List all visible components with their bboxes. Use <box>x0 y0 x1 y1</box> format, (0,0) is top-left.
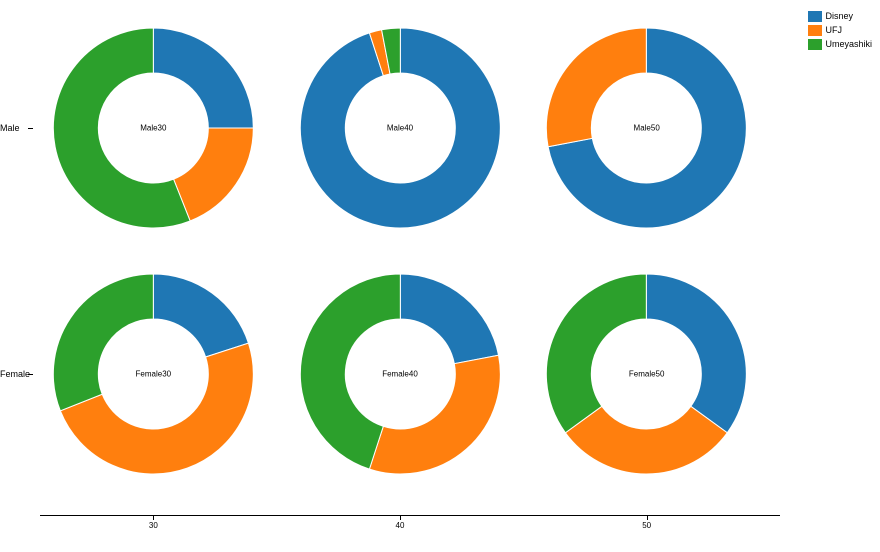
x-tick-label: 30 <box>149 521 158 530</box>
donut-slice-umeyashiki[interactable] <box>547 274 647 433</box>
donut-cell: Female30 <box>30 251 277 497</box>
legend-label: Disney <box>825 10 853 22</box>
donut-cell: Female50 <box>523 251 770 497</box>
donut-slice-ufj[interactable] <box>547 28 647 147</box>
row-label: Female <box>0 369 30 379</box>
legend-swatch <box>808 25 822 36</box>
donut-center-label: Male30 <box>140 124 166 133</box>
legend-swatch <box>808 39 822 50</box>
donut-cell: Female40 <box>277 251 524 497</box>
x-tick-label: 40 <box>396 521 405 530</box>
x-axis-line <box>40 515 780 516</box>
donut-cell: Male50 <box>523 5 770 251</box>
donut-slice-ufj[interactable] <box>566 406 728 474</box>
donut-slice-umeyashiki[interactable] <box>53 274 153 411</box>
donut-center-label: Male50 <box>634 124 660 133</box>
donut-center-label: Female30 <box>136 370 172 379</box>
x-tick <box>153 515 154 520</box>
x-tick-label: 50 <box>642 521 651 530</box>
donut-cell: Male40 <box>277 5 524 251</box>
x-tick <box>400 515 401 520</box>
x-tick <box>647 515 648 520</box>
donut-cell: Male30 <box>30 5 277 251</box>
legend-label: UFJ <box>825 24 842 36</box>
legend-swatch <box>808 11 822 22</box>
donut-slice-disney[interactable] <box>153 28 253 128</box>
donut-center-label: Male40 <box>387 124 413 133</box>
donut-slice-disney[interactable] <box>647 274 747 433</box>
donut-center-label: Female40 <box>382 370 418 379</box>
row-tick <box>28 374 33 375</box>
row-label: Male <box>0 123 20 133</box>
donut-center-label: Female50 <box>629 370 665 379</box>
legend-item[interactable]: Umeyashiki <box>808 38 872 50</box>
donut-slice-disney[interactable] <box>153 274 248 357</box>
legend-item[interactable]: UFJ <box>808 24 872 36</box>
legend-label: Umeyashiki <box>825 38 872 50</box>
legend-item[interactable]: Disney <box>808 10 872 22</box>
legend: Disney UFJ Umeyashiki <box>808 10 872 52</box>
row-tick <box>28 128 33 129</box>
donut-slice-disney[interactable] <box>400 274 498 364</box>
donut-grid-plot: Male30 Male40 Male50 Female30 Female40 Female… <box>30 5 770 530</box>
donut-slice-ufj[interactable] <box>174 128 254 221</box>
